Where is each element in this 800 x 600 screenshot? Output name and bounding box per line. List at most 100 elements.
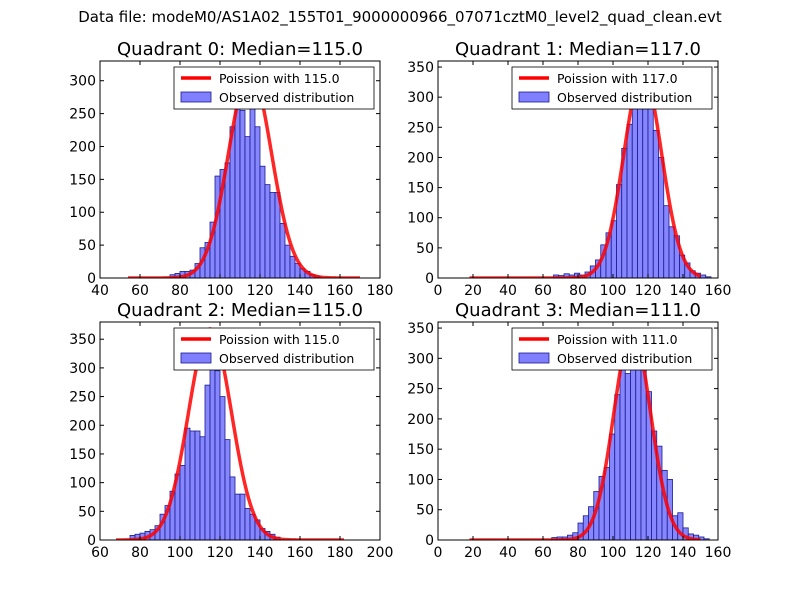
x-tick-label: 200 (367, 545, 394, 561)
histogram-bar (184, 427, 191, 540)
histogram-bar (652, 129, 659, 278)
histogram-bar (194, 430, 201, 540)
x-tick-label: 160 (287, 545, 314, 561)
x-tick-label: 180 (367, 283, 394, 299)
x-tick-label: 140 (670, 545, 697, 561)
legend: Poission with 115.0 Observed distribution (173, 327, 375, 371)
legend-observed-label: Observed distribution (557, 90, 692, 105)
axes-frame (99, 321, 381, 541)
histogram-bar (219, 396, 226, 540)
y-tick-label: 350 (69, 332, 96, 348)
y-tick-label: 200 (69, 418, 96, 434)
y-tick-label: 150 (407, 442, 434, 458)
x-tick-label: 20 (464, 545, 482, 561)
y-tick-label: 100 (69, 476, 96, 492)
quadrant-1-panel: 0 20 40 60 80 100 120 140 160 0 50 100 150 200 250 300 3… (407, 39, 731, 299)
legend-bar-swatch (180, 91, 212, 103)
x-tick-label: 40 (91, 283, 109, 299)
histogram-bar (642, 84, 649, 278)
x-tick-label: 120 (635, 283, 662, 299)
x-tick-label: 60 (91, 545, 109, 561)
legend-bar-swatch (518, 91, 550, 103)
quadrant-0-plot-area (127, 67, 361, 278)
x-tick-label: 120 (635, 545, 662, 561)
histogram-bar (624, 373, 631, 540)
y-tick-label: 0 (425, 271, 434, 287)
legend-bar-swatch (518, 352, 550, 364)
y-tick-label: 0 (425, 533, 434, 549)
y-tick-label: 100 (407, 472, 434, 488)
y-tick-label: 50 (78, 504, 96, 520)
legend-observed-label: Observed distribution (219, 351, 354, 366)
histogram-bar (254, 126, 261, 278)
histogram-bar (189, 430, 196, 540)
legend-poisson-label: Poission with 111.0 (557, 332, 678, 347)
figure-title: Data file: modeM0/AS1A02_155T01_90000009… (78, 8, 722, 26)
legend-poisson-label: Poission with 115.0 (219, 332, 340, 347)
histogram-bar (279, 223, 286, 278)
x-tick-label: 80 (569, 283, 587, 299)
legend: Poission with 115.0 Observed distribution (173, 66, 375, 110)
x-tick-label: 60 (534, 283, 552, 299)
x-tick-label: 0 (434, 545, 443, 561)
y-tick-label: 300 (69, 74, 96, 90)
poisson-curve (469, 71, 702, 278)
y-tick-label: 200 (69, 139, 96, 155)
axes-frame (99, 60, 381, 279)
x-tick-label: 80 (171, 283, 189, 299)
histogram-bar (658, 157, 665, 278)
histogram-bar (259, 165, 266, 278)
y-tick-label: 300 (407, 90, 434, 106)
histogram-bar (264, 184, 271, 278)
y-tick-label: 0 (87, 533, 96, 549)
x-tick-label: 100 (167, 545, 194, 561)
y-tick-label: 350 (407, 321, 434, 337)
x-tick-label: 140 (287, 283, 314, 299)
histogram-bar (289, 255, 296, 278)
x-tick-label: 180 (327, 545, 354, 561)
panel-title: Quadrant 0: Median=115.0 (117, 39, 363, 60)
histogram-bar (663, 205, 670, 278)
x-tick-label: 160 (705, 545, 732, 561)
y-tick-label: 150 (69, 447, 96, 463)
y-tick-label: 200 (407, 150, 434, 166)
histogram-bar (239, 493, 246, 540)
x-tick-label: 40 (499, 283, 517, 299)
quadrant-2-panel: 60 80 100 120 140 160 180 200 0 50 100 150 200 250 300… (69, 300, 393, 561)
histogram-bar (614, 394, 621, 540)
poisson-curve (469, 328, 701, 540)
histogram-bar (244, 136, 251, 278)
y-tick-label: 50 (78, 238, 96, 254)
y-tick-label: 250 (407, 382, 434, 398)
legend-observed-label: Observed distribution (219, 90, 354, 105)
histogram-bar (244, 508, 251, 540)
panel-title: Quadrant 1: Median=117.0 (455, 39, 701, 60)
legend-poisson-label: Poission with 115.0 (219, 71, 340, 86)
histogram-bar (229, 476, 236, 540)
y-tick-label: 100 (69, 205, 96, 221)
x-tick-label: 120 (247, 283, 274, 299)
histogram-bar (199, 436, 206, 540)
legend: Poission with 111.0 Observed distribution (511, 327, 713, 371)
x-tick-label: 160 (327, 283, 354, 299)
y-tick-label: 150 (69, 172, 96, 188)
histogram-bar (647, 96, 654, 278)
histogram-bar (239, 109, 246, 278)
histogram-bar (234, 493, 241, 540)
legend-poisson-label: Poission with 117.0 (557, 71, 678, 86)
y-tick-label: 350 (407, 60, 434, 76)
y-tick-label: 250 (69, 390, 96, 406)
histogram-bar (284, 244, 291, 278)
histogram-bar (204, 384, 211, 540)
y-tick-label: 100 (407, 211, 434, 227)
histogram-bar (626, 123, 633, 278)
quadrant-1-plot-area (469, 71, 712, 278)
y-tick-label: 300 (407, 351, 434, 367)
quadrant-2-plot-area (115, 327, 345, 540)
x-tick-label: 80 (569, 545, 587, 561)
histogram-bar (179, 465, 186, 540)
x-tick-label: 120 (207, 545, 234, 561)
x-tick-label: 140 (670, 283, 697, 299)
quadrant-0-panel: 40 60 80 100 120 140 160 180 0 50 100 150 200 250 300 Q… (69, 39, 393, 299)
